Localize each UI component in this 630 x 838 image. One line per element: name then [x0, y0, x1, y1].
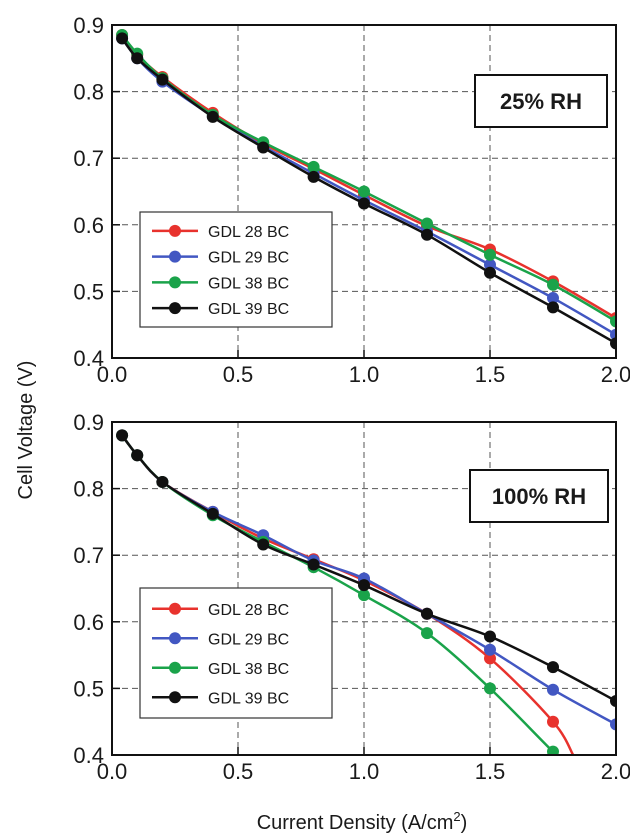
- legend-label: GDL 28 BC: [208, 224, 289, 241]
- data-point: [547, 292, 559, 305]
- legend-label: GDL 29 BC: [208, 631, 289, 648]
- x-axis-title: Current Density (A/cm2): [257, 809, 468, 834]
- x-tick-label: 1.0: [349, 362, 380, 387]
- x-tick-label: 0.0: [97, 759, 128, 784]
- data-point: [547, 301, 559, 314]
- data-point: [307, 558, 320, 571]
- y-tick-label: 0.5: [73, 279, 104, 304]
- y-tick-label: 0.7: [73, 543, 104, 568]
- x-tick-label: 2.0: [601, 759, 630, 784]
- y-tick-label: 0.5: [73, 676, 104, 701]
- legend-swatch-marker: [169, 302, 181, 315]
- data-point: [421, 607, 433, 620]
- legend-swatch-marker: [169, 250, 181, 263]
- x-tick-label: 0.5: [223, 759, 254, 784]
- series-line: [121, 434, 616, 703]
- legend-swatch-marker: [169, 224, 181, 237]
- legend-label: GDL 29 BC: [208, 250, 289, 267]
- legend-label: GDL 39 BC: [208, 690, 289, 707]
- data-point: [206, 507, 219, 520]
- data-point: [206, 110, 219, 123]
- data-point: [116, 32, 129, 45]
- series-group: [116, 28, 616, 350]
- data-point: [484, 248, 496, 261]
- annotation-label: 25% RH: [500, 89, 582, 114]
- x-tick-label: 2.0: [601, 362, 630, 387]
- data-point: [358, 579, 370, 592]
- data-point: [484, 652, 496, 665]
- data-point: [421, 217, 433, 230]
- legend-swatch-marker: [169, 632, 181, 645]
- legend-label: GDL 28 BC: [208, 602, 289, 619]
- chart-panels: 0.0 0.5 1.0 1.5 2.0 0.4 0.5 0.6 0.7 0.8 0.9 GDL 28 …: [73, 13, 630, 784]
- data-point: [257, 538, 270, 551]
- data-point: [484, 682, 496, 695]
- data-point: [610, 315, 616, 328]
- data-point: [484, 630, 496, 643]
- y-tick-label: 0.6: [73, 610, 104, 635]
- annotation-label: 100% RH: [492, 484, 586, 509]
- data-point: [358, 589, 370, 602]
- data-point: [547, 661, 559, 674]
- y-tick-label: 0.9: [73, 410, 104, 435]
- y-tick-label: 0.7: [73, 146, 104, 171]
- data-point: [131, 52, 144, 65]
- data-point: [307, 160, 320, 173]
- data-point: [484, 643, 496, 656]
- annotation-box: [474, 74, 608, 128]
- x-axis-title-main: Current Density (A/cm: [257, 812, 454, 834]
- data-point: [358, 185, 370, 198]
- y-tick-label: 0.6: [73, 213, 104, 238]
- data-point: [547, 715, 559, 728]
- data-point: [610, 337, 616, 350]
- data-point: [421, 228, 433, 241]
- y-tick-label: 0.8: [73, 80, 104, 105]
- data-point: [307, 170, 320, 183]
- y-axis-title: Cell Voltage (V): [15, 361, 37, 500]
- data-point: [610, 718, 616, 731]
- y-tick-label: 0.9: [73, 13, 104, 38]
- data-point: [257, 141, 270, 154]
- x-tick-label: 0.0: [97, 362, 128, 387]
- panel-2: 0.0 0.5 1.0 1.5 2.0 0.4 0.5 0.6 0.7 0.8 0.9 GDL 28 …: [73, 410, 630, 784]
- plot-frame: [111, 421, 617, 756]
- series-group: [116, 429, 616, 755]
- x-tick-label: 0.5: [223, 362, 254, 387]
- x-tick-label: 1.5: [475, 759, 506, 784]
- data-point: [547, 745, 559, 755]
- legend-label: GDL 39 BC: [208, 301, 289, 318]
- legend-label: GDL 38 BC: [208, 661, 289, 678]
- x-axis-title-tail: ): [461, 812, 468, 834]
- annotation-box: [469, 469, 609, 523]
- legend-label: GDL 38 BC: [208, 275, 289, 292]
- data-point: [116, 429, 129, 442]
- y-tick-label: 0.8: [73, 477, 104, 502]
- data-point: [156, 475, 169, 488]
- plot-frame: [111, 24, 617, 359]
- data-point: [484, 266, 496, 279]
- data-point: [421, 627, 433, 640]
- data-point: [131, 449, 144, 462]
- x-tick-label: 1.5: [475, 362, 506, 387]
- legend-swatch-marker: [169, 691, 181, 704]
- data-point: [610, 695, 616, 708]
- y-tick-label: 0.4: [73, 743, 104, 768]
- series-line: [121, 34, 616, 323]
- panel-1: 0.0 0.5 1.0 1.5 2.0 0.4 0.5 0.6 0.7 0.8 0.9 GDL 28 …: [73, 13, 630, 387]
- data-point: [358, 197, 370, 210]
- series-line: [121, 37, 616, 345]
- series-line: [121, 37, 616, 336]
- data-point: [547, 278, 559, 291]
- y-tick-label: 0.4: [73, 346, 104, 371]
- x-tick-label: 1.0: [349, 759, 380, 784]
- data-point: [156, 73, 169, 86]
- legend-swatch-marker: [169, 661, 181, 674]
- legend-swatch-marker: [169, 602, 181, 615]
- legend-swatch-marker: [169, 276, 181, 289]
- data-point: [547, 683, 559, 696]
- x-axis-title-superscript: 2: [453, 809, 460, 824]
